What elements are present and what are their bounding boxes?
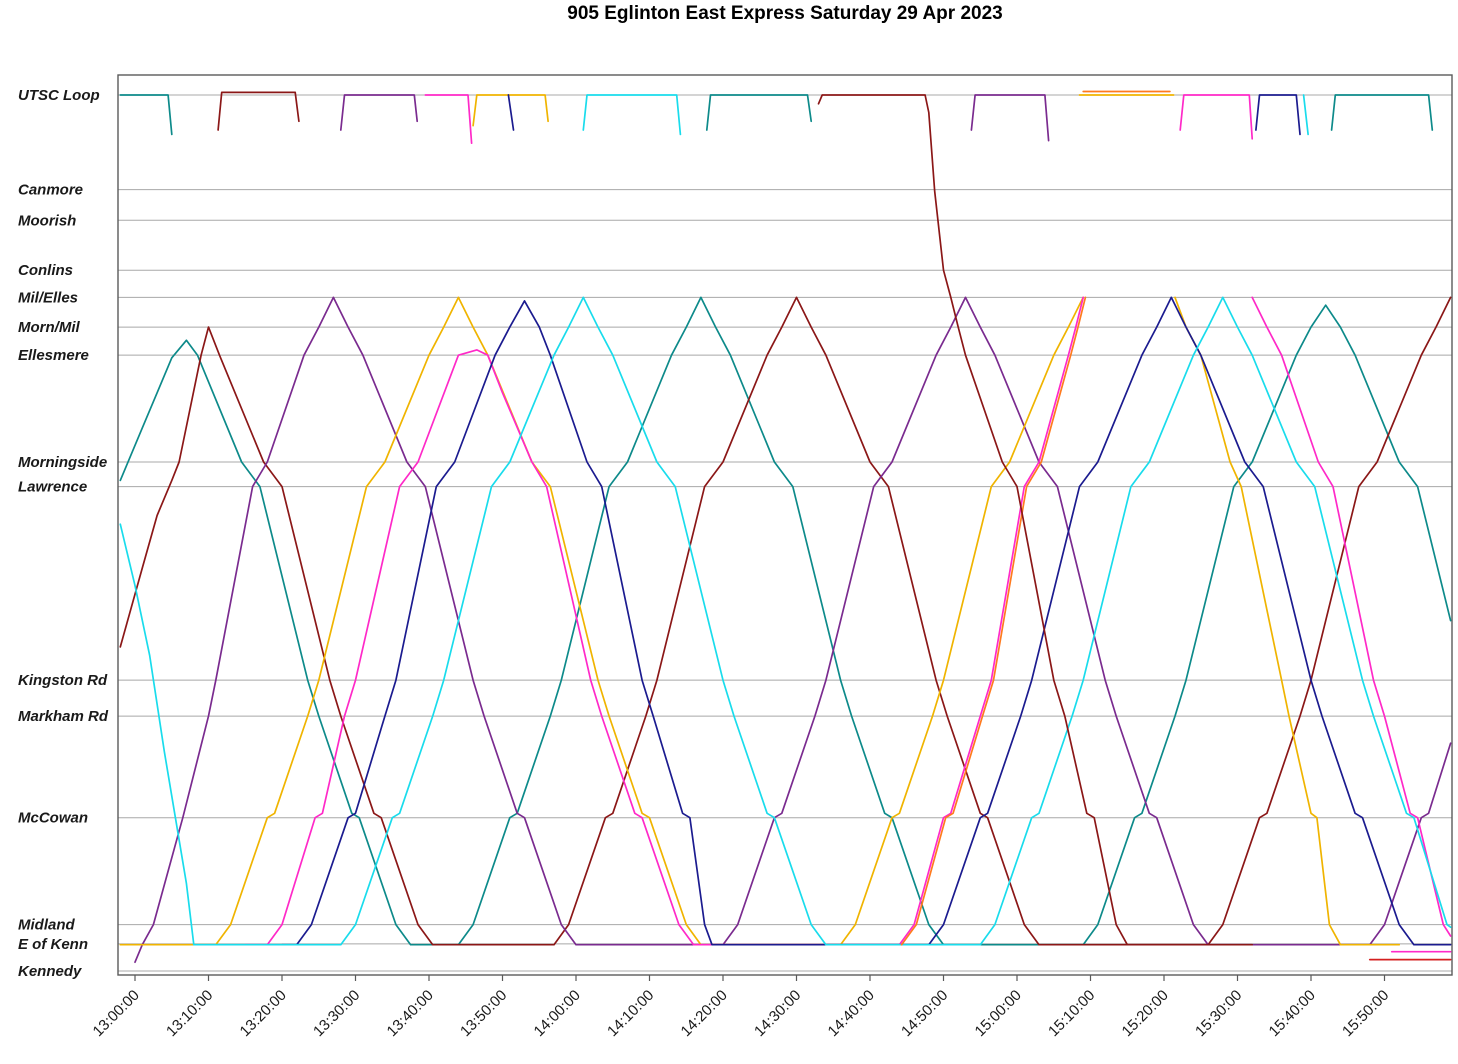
- x-tick-label: 15:10:00: [1045, 987, 1098, 1040]
- x-tick-label: 14:40:00: [825, 987, 878, 1040]
- station-label: Morningside: [18, 454, 107, 471]
- station-label: Moorish: [18, 212, 76, 229]
- plot-border: [117, 74, 1453, 976]
- series-line-loop-teal-2: [705, 94, 813, 131]
- series-line-maroon-a: [119, 296, 1452, 946]
- series-line-loop-magenta-2: [1179, 94, 1254, 140]
- x-tick-label: 14:00:00: [531, 987, 584, 1040]
- series-line-magenta-a: [244, 296, 1085, 946]
- station-label: UTSC Loop: [18, 87, 100, 104]
- series-line-teal-a: [119, 296, 1452, 946]
- series-line-loop-cyan-1: [582, 94, 682, 136]
- series-line-loop-magenta-1: [424, 94, 473, 145]
- station-label: Ellesmere: [18, 347, 89, 364]
- station-label: E of Kenn: [18, 936, 88, 953]
- station-label: Morn/Mil: [18, 319, 80, 336]
- series-line-magenta-b: [1251, 296, 1452, 937]
- x-tick-label: 14:10:00: [604, 987, 657, 1040]
- x-tick-label: 15:40:00: [1266, 987, 1319, 1040]
- x-tick-label: 13:00:00: [90, 987, 143, 1040]
- series-line-loop-teal-1: [119, 94, 173, 136]
- series-line-navy-a: [281, 296, 1452, 946]
- series-line-orange-a: [900, 296, 1087, 946]
- station-label: Markham Rd: [18, 708, 109, 725]
- series-line-tick-navy-1: [507, 94, 515, 131]
- station-label: Mil/Elles: [18, 289, 78, 306]
- series-line-cyan-a: [119, 296, 1452, 946]
- x-tick-label: 13:10:00: [163, 987, 216, 1040]
- series-line-loop-gold-1: [472, 94, 549, 127]
- station-label: Midland: [18, 917, 75, 934]
- series-line-gold-b: [1174, 296, 1401, 946]
- x-tick-label: 15:00:00: [972, 987, 1025, 1040]
- station-label: Canmore: [18, 182, 83, 199]
- series-line-gold-a: [119, 296, 1085, 946]
- series-line-loop-purple-1: [339, 94, 419, 131]
- station-label: McCowan: [18, 810, 88, 827]
- chart-title: 905 Eglinton East Express Saturday 29 Ap…: [567, 3, 1003, 24]
- x-tick-label: 13:50:00: [457, 987, 510, 1040]
- station-label: Lawrence: [18, 479, 87, 496]
- series-line-loop-purple-2: [970, 94, 1050, 142]
- series-line-loop-maroon-1: [217, 91, 300, 131]
- x-tick-label: 14:20:00: [678, 987, 731, 1040]
- series-line-tick-cyan-1: [1302, 94, 1309, 136]
- x-tick-label: 14:50:00: [898, 987, 951, 1040]
- x-tick-label: 13:20:00: [237, 987, 290, 1040]
- x-tick-label: 13:40:00: [384, 987, 437, 1040]
- x-tick-label: 15:20:00: [1119, 987, 1172, 1040]
- station-label: Conlins: [18, 262, 73, 279]
- station-label: Kingston Rd: [18, 672, 108, 689]
- series-line-loop-navy-1: [1255, 94, 1301, 136]
- x-tick-label: 14:30:00: [751, 987, 804, 1040]
- series-line-maroon-loop-run: [817, 94, 1254, 946]
- x-tick-label: 15:50:00: [1339, 987, 1392, 1040]
- x-tick-label: 13:30:00: [310, 987, 363, 1040]
- x-tick-label: 15:30:00: [1192, 987, 1245, 1040]
- series-line-loop-teal-3: [1330, 94, 1434, 131]
- station-label: Kennedy: [18, 963, 82, 980]
